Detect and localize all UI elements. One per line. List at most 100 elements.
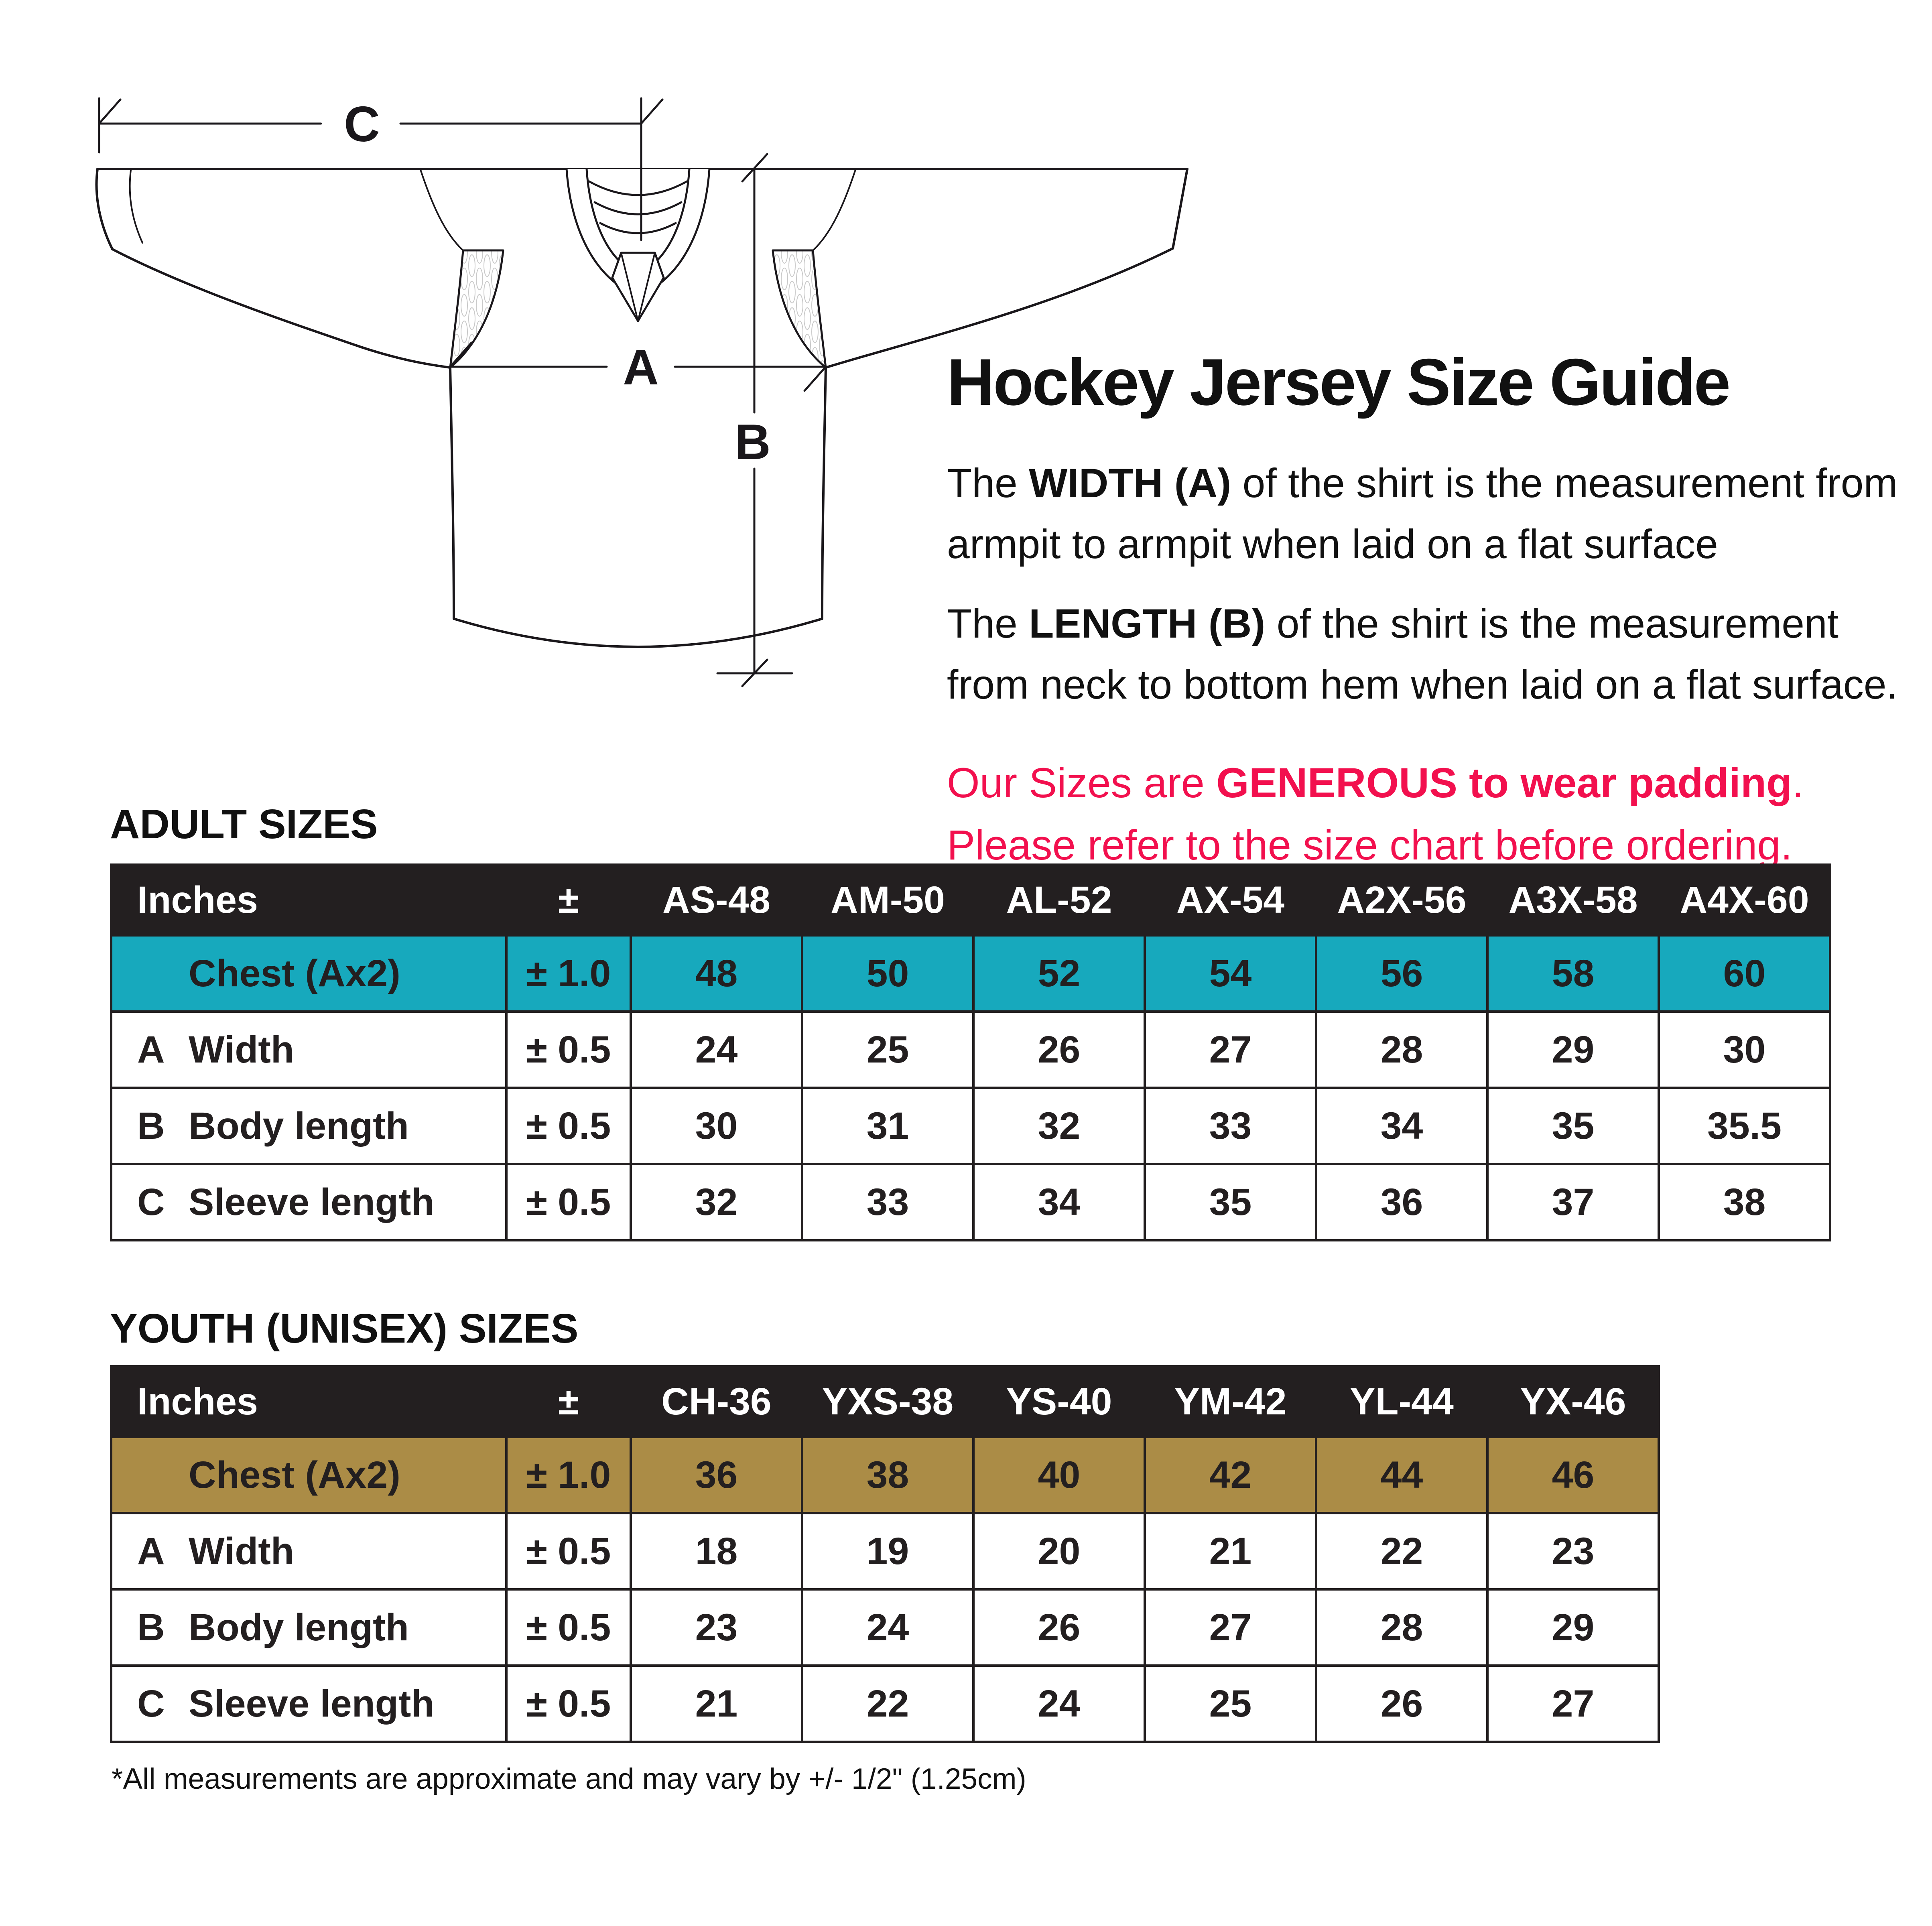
dimension-label-length: B [735,414,771,470]
value-cell: 22 [1315,1512,1489,1591]
row-label-cell: B Body length [110,1588,508,1667]
value-cell: 26 [1315,1664,1489,1743]
size-column-header: A2X-56 [1315,863,1489,937]
tolerance-cell: ± 0.5 [505,1512,632,1591]
length-description-text: The [947,601,1029,647]
unit-header-cell: Inches [110,863,508,937]
length-description-line2: from neck to bottom hem when laid on a f… [947,662,1898,708]
table-row: C Sleeve length ± 0.5 32 33 34 35 36 37 38 [110,1163,1831,1241]
value-cell: 35 [1486,1087,1660,1165]
size-column-header: YX-46 [1486,1365,1660,1438]
row-key: C [137,1180,165,1223]
size-column-header: A3X-58 [1486,863,1660,937]
row-label-cell: A Width [110,1010,508,1089]
jersey-diagram: C A B [95,97,1188,687]
table-row: A Width ± 0.5 24 25 26 27 28 29 30 [110,1010,1831,1089]
row-label-cell: Chest (Ax2) [110,1436,508,1514]
value-cell: 38 [801,1436,975,1514]
dimension-label-width: A [623,340,659,395]
size-column-header: AX-54 [1144,863,1317,937]
notice-line2: Please refer to the size chart before or… [947,822,1792,869]
tolerance-cell: ± 0.5 [505,1087,632,1165]
row-label: Body length [189,1606,409,1649]
value-cell: 25 [801,1010,975,1089]
value-cell: 25 [1144,1664,1317,1743]
value-cell: 32 [630,1163,803,1241]
width-description-text: The [947,460,1029,506]
value-cell: 46 [1486,1436,1660,1514]
tolerance-cell: ± 0.5 [505,1163,632,1241]
value-cell: 38 [1658,1163,1831,1241]
value-cell: 27 [1486,1664,1660,1743]
size-column-header: A4X-60 [1658,863,1831,937]
collar [565,168,711,322]
notice-text: Our Sizes are [947,760,1217,807]
unit-header-cell: Inches [110,1365,508,1438]
size-column-header: AS-48 [630,863,803,937]
tolerance-header-cell: ± [505,863,632,937]
value-cell: 36 [630,1436,803,1514]
size-column-header: AM-50 [801,863,975,937]
intro-text-block: Hockey Jersey Size Guide The WIDTH (A) o… [947,348,1918,876]
value-cell: 24 [972,1664,1146,1743]
value-cell: 44 [1315,1436,1489,1514]
notice-emphasis: GENEROUS to wear padding [1216,760,1792,807]
row-label: Width [189,1028,294,1071]
size-column-header: YM-42 [1144,1365,1317,1438]
row-label: Sleeve length [189,1180,435,1223]
value-cell: 26 [972,1588,1146,1667]
table-header-row: Inches ± CH-36 YXS-38 YS-40 YM-42 YL-44 YX-46 [110,1365,1660,1438]
youth-sizes-heading: YOUTH (UNISEX) SIZES [110,1305,579,1351]
table-row: Chest (Ax2) ± 1.0 48 50 52 54 56 58 60 [110,934,1831,1013]
value-cell: 37 [1486,1163,1660,1241]
row-key: A [137,1530,165,1572]
table-header-row: Inches ± AS-48 AM-50 AL-52 AX-54 A2X-56 A3X-58 A… [110,863,1831,937]
row-label: Sleeve length [189,1682,435,1725]
size-column-header: CH-36 [630,1365,803,1438]
value-cell: 23 [1486,1512,1660,1591]
value-cell: 34 [1315,1087,1489,1165]
value-cell: 56 [1315,934,1489,1013]
table-row: C Sleeve length ± 0.5 21 22 24 25 26 27 [110,1664,1660,1743]
row-key: B [137,1606,165,1649]
size-column-header: YXS-38 [801,1365,975,1438]
value-cell: 20 [972,1512,1146,1591]
tolerance-cell: ± 0.5 [505,1588,632,1667]
value-cell: 52 [972,934,1146,1013]
tolerance-cell: ± 0.5 [505,1010,632,1089]
value-cell: 31 [801,1087,975,1165]
value-cell: 27 [1144,1010,1317,1089]
tolerance-cell: ± 1.0 [505,934,632,1013]
table-row: A Width ± 0.5 18 19 20 21 22 23 [110,1512,1660,1591]
row-label-cell: C Sleeve length [110,1664,508,1743]
value-cell: 50 [801,934,975,1013]
width-term: WIDTH (A) [1029,460,1231,506]
value-cell: 35.5 [1658,1087,1831,1165]
value-cell: 32 [972,1087,1146,1165]
value-cell: 19 [801,1512,975,1591]
tolerance-cell: ± 1.0 [505,1436,632,1514]
width-description-line2: armpit to armpit when laid on a flat sur… [947,521,1718,567]
value-cell: 27 [1144,1588,1317,1667]
value-cell: 40 [972,1436,1146,1514]
youth-sizes-table: Inches ± CH-36 YXS-38 YS-40 YM-42 YL-44 YX-46 Ch… [110,1365,1660,1743]
footnote: *All measurements are approximate and ma… [112,1763,1026,1795]
size-column-header: YS-40 [972,1365,1146,1438]
length-description: The LENGTH (B) of the shirt is the measu… [947,593,1918,715]
value-cell: 26 [972,1010,1146,1089]
value-cell: 58 [1486,934,1660,1013]
tolerance-cell: ± 0.5 [505,1664,632,1743]
row-label: Chest (Ax2) [189,1453,400,1496]
width-description: The WIDTH (A) of the shirt is the measur… [947,453,1918,575]
row-key: A [137,1028,165,1071]
row-label-cell: C Sleeve length [110,1163,508,1241]
row-key: B [137,1104,165,1147]
table-row: Chest (Ax2) ± 1.0 36 38 40 42 44 46 [110,1436,1660,1514]
value-cell: 24 [630,1010,803,1089]
value-cell: 29 [1486,1010,1660,1089]
row-label: Width [189,1530,294,1572]
table-row: B Body length ± 0.5 23 24 26 27 28 29 [110,1588,1660,1667]
notice-text-end: . [1792,760,1804,807]
value-cell: 33 [1144,1087,1317,1165]
